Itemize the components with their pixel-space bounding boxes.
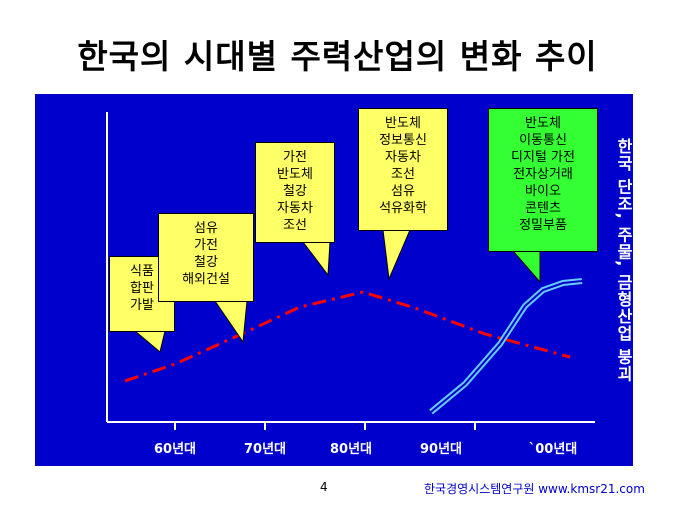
callout-line: 식품 xyxy=(130,264,154,279)
callout-line: 자동차 xyxy=(277,201,313,216)
callout-1970s: 섬유 가전 철강 해외건설 xyxy=(158,213,254,302)
callout-line: 조선 xyxy=(283,218,307,233)
callout-1960s: 식품 합판 가발 xyxy=(109,256,175,332)
callout-line: 콘텐츠 xyxy=(525,201,561,216)
chart-panel: 60년대 70년대 80년대 90년대 `00년대 식품 합판 가발 섬유 가전… xyxy=(35,94,633,466)
x-axis-label: 60년대 xyxy=(153,442,196,457)
callout-line: 철강 xyxy=(194,255,218,270)
callout-line: 반도체 xyxy=(525,116,561,131)
callout-tail xyxy=(214,300,248,344)
callout-2000s: 반도체 이동통신 디지털 가전 전자상거래 바이오 콘텐츠 정밀부품 xyxy=(488,108,598,252)
footer-organization: 한국경영시스템연구원 www.kmsr21.com xyxy=(424,482,645,496)
callout-tail xyxy=(382,229,411,281)
callout-line: 합판 xyxy=(130,281,154,296)
callout-line: 반도체 xyxy=(277,167,313,182)
callout-1990s: 반도체 정보통신 자동차 조선 섬유 석유화학 xyxy=(358,108,448,231)
callout-line: 바이오 xyxy=(525,184,561,199)
callout-line: 정밀부품 xyxy=(519,218,567,233)
callout-line: 반도체 xyxy=(385,116,421,131)
callout-line: 이동통신 xyxy=(519,133,567,148)
callout-tail xyxy=(511,250,541,284)
callout-line: 가전 xyxy=(283,150,307,165)
callout-line: 해외건설 xyxy=(182,272,230,287)
x-axis-label: 70년대 xyxy=(243,442,286,457)
callout-line: 섬유 xyxy=(391,184,415,199)
callout-line: 조선 xyxy=(391,167,415,182)
callout-line: 정보통신 xyxy=(379,133,427,148)
callout-line: 가전 xyxy=(194,238,218,253)
callout-line: 전자상거래 xyxy=(513,167,573,182)
page-title: 한국의 시대별 주력산업의 변화 추이 xyxy=(77,37,598,76)
callout-tail xyxy=(133,330,166,353)
industry-trend-curve xyxy=(124,290,571,383)
side-note-vertical: 한국 단조, 주물, 금형산업 붕괴 xyxy=(614,138,633,383)
callout-line: 섬유 xyxy=(194,221,218,236)
x-axis-label: 90년대 xyxy=(419,442,462,457)
callout-line: 디지털 가전 xyxy=(511,150,575,165)
callout-line: 철강 xyxy=(283,184,307,199)
callout-line: 자동차 xyxy=(385,150,421,165)
callout-line: 석유화학 xyxy=(379,201,427,216)
x-axis-label: 80년대 xyxy=(329,442,372,457)
callout-line: 가발 xyxy=(130,298,154,313)
callout-1980s: 가전 반도체 철강 자동차 조선 xyxy=(255,142,335,243)
callout-tail xyxy=(301,241,331,277)
x-axis-label: `00년대 xyxy=(528,442,578,457)
page-number: 4 xyxy=(320,480,328,494)
rising-curve-inner xyxy=(430,280,583,413)
